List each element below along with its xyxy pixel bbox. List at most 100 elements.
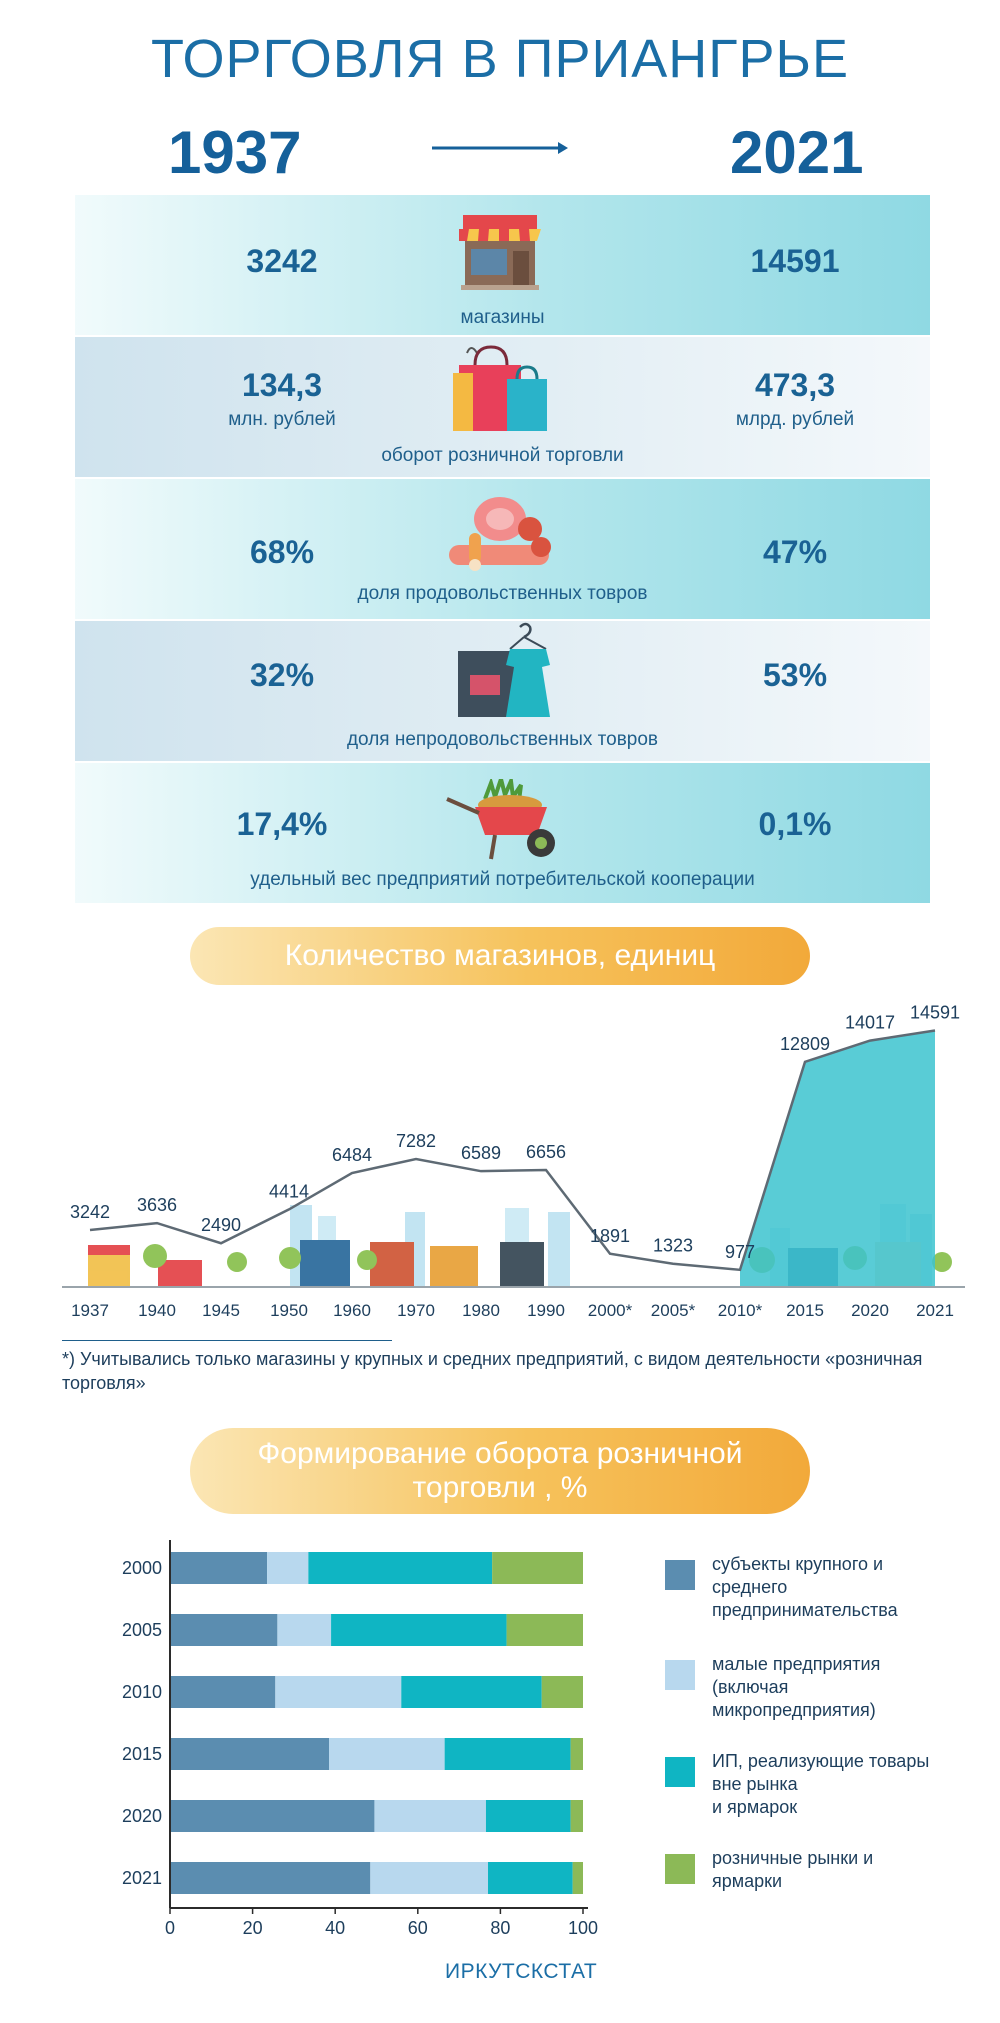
x-tick-label: 100: [568, 1918, 598, 1938]
shopping-bags-icon: [453, 345, 547, 431]
value-1937: 32%: [249, 657, 315, 693]
value-1937: 68%: [249, 534, 315, 570]
section-title-line1: Формирование оборота розничной: [257, 1437, 743, 1470]
bar-segment: [370, 1862, 489, 1894]
bar-segment: [170, 1862, 371, 1894]
row-label: доля непродовольственных товров: [346, 729, 659, 750]
bar-segment: [570, 1800, 583, 1832]
bar-segment: [488, 1862, 573, 1894]
legend-label-individual-entrepreneurs: ИП, реализующие товары вне рынка и ярмар…: [712, 1750, 982, 1819]
x-tick-label: 2021: [916, 1301, 954, 1320]
bar-segment: [170, 1800, 375, 1832]
comparison-row-cooperation: 17,4% 0,1% удельный вес предприятий потр…: [75, 763, 930, 903]
comparison-row-food: 68% 47% доля продовольственных товров: [75, 479, 930, 619]
legend-swatch-retail-markets: [665, 1854, 695, 1884]
bar-segment: [572, 1862, 583, 1894]
row-label: удельный вес предприятий потребительской…: [250, 869, 755, 890]
legend-label-small-business: малые предприятия (включая микропредприя…: [712, 1653, 982, 1722]
x-tick-label: 2005*: [651, 1301, 696, 1320]
legend-line: среднего: [712, 1577, 788, 1597]
value-2021: 14591: [750, 243, 840, 279]
data-label: 14017: [845, 1013, 895, 1033]
bar-segment: [374, 1800, 486, 1832]
row-label: доля продовольственных товров: [357, 583, 648, 604]
x-tick-label: 1940: [138, 1301, 176, 1320]
y-tick-label: 2020: [122, 1806, 162, 1826]
food-icon: [449, 497, 551, 571]
y-tick-label: 2021: [122, 1868, 162, 1888]
bar-segment: [492, 1552, 583, 1584]
source-credit: ИРКУТСКСТАТ: [445, 1960, 598, 1983]
stores-area-chart: 3242 3636 2490 4414 6484 7282 6589 6656 1891 1323…: [62, 1003, 965, 1320]
data-label: 14591: [910, 1003, 960, 1023]
legend-line: ИП, реализующие товары: [712, 1751, 930, 1771]
legend-line: субъекты крупного и: [712, 1554, 884, 1574]
unit-2021: млрд. рублей: [735, 409, 855, 430]
legend-swatch-small-business: [665, 1660, 695, 1690]
x-tick-label: 0: [165, 1918, 175, 1938]
value-1937: 3242: [246, 243, 318, 279]
data-label: 2490: [201, 1215, 241, 1235]
shop-icon: [459, 215, 541, 290]
y-tick-label: 2005: [122, 1620, 162, 1640]
x-tick-label: 60: [408, 1918, 428, 1938]
bar-segment: [329, 1738, 445, 1770]
y-tick-label: 2000: [122, 1558, 162, 1578]
bar-segment: [485, 1800, 571, 1832]
legend-label-retail-markets: розничные рынки и ярмарки: [712, 1847, 982, 1893]
series-line: [89, 1029, 936, 1272]
section-title-line2: торговли , %: [412, 1471, 588, 1504]
city-skyline-illustration: [88, 1204, 952, 1287]
data-label: 1891: [590, 1226, 630, 1246]
legend-swatch-individual-entrepreneurs: [665, 1757, 695, 1787]
legend-line: (включая: [712, 1677, 789, 1697]
bar-segment: [401, 1676, 542, 1708]
data-label: 3242: [70, 1202, 110, 1222]
legend-line: и ярмарок: [712, 1797, 798, 1817]
legend-line: ярмарки: [712, 1871, 783, 1891]
data-label: 6589: [461, 1143, 501, 1163]
bar-segment: [331, 1614, 507, 1646]
bar-segment: [308, 1552, 493, 1584]
value-2021: 0,1%: [758, 806, 832, 842]
value-2021: 473,3: [754, 367, 836, 403]
wheelbarrow-icon: [446, 779, 555, 860]
x-tick-label: 2010*: [718, 1301, 763, 1320]
footnote-divider: [62, 1340, 392, 1341]
x-tick-label: 20: [243, 1918, 263, 1938]
data-label: 4414: [269, 1181, 309, 1201]
year-from: 1937: [168, 119, 302, 186]
bar-segment: [277, 1614, 332, 1646]
row-label: магазины: [460, 307, 545, 328]
data-label: 6656: [526, 1142, 566, 1162]
x-tick-label: 1960: [333, 1301, 371, 1320]
x-tick-label: 1980: [462, 1301, 500, 1320]
legend-line: микропредприятия): [712, 1700, 876, 1720]
row-label: оборот розничной торговли: [381, 445, 624, 466]
value-1937: 134,3: [241, 367, 323, 403]
data-label: 3636: [137, 1195, 177, 1215]
bar-segment: [170, 1676, 276, 1708]
bar-segment: [170, 1614, 278, 1646]
x-tick-label: 80: [490, 1918, 510, 1938]
value-2021: 53%: [762, 657, 828, 693]
section-title-turnover: Формирование оборота розничной торговли …: [190, 1428, 810, 1514]
value-2021: 47%: [762, 534, 828, 570]
comparison-row-turnover: 134,3 млн. рублей 473,3 млрд. рублей обо…: [75, 337, 930, 477]
comparison-row-nonfood: 32% 53% доля непродовольственных товров: [75, 621, 930, 761]
area-fill-recent: [740, 1030, 935, 1287]
data-label: 7282: [396, 1131, 436, 1151]
y-tick-label: 2015: [122, 1744, 162, 1764]
y-tick-label: 2010: [122, 1682, 162, 1702]
bar-segment: [570, 1738, 583, 1770]
unit-1937: млн. рублей: [228, 409, 336, 430]
comparison-row-shops: 3242 14591 магазины: [75, 195, 930, 335]
turnover-stacked-bar-chart: 2000 2005 2010 2015 2020 2021 0 20 40 60 80 100: [122, 1540, 598, 1938]
data-label: 977: [725, 1242, 755, 1262]
year-to: 2021: [730, 119, 864, 186]
legend-line: розничные рынки и: [712, 1848, 874, 1868]
x-tick-label: 1945: [202, 1301, 240, 1320]
clothes-icon: [458, 622, 550, 717]
legend-label-large-business: субъекты крупного и среднего предпринима…: [712, 1553, 982, 1622]
arrow-right-icon: [432, 142, 568, 154]
